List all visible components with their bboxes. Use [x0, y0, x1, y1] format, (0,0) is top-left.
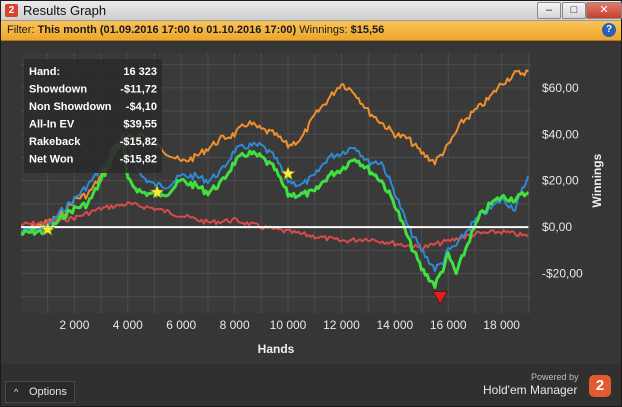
brand-block: Powered by Hold'em Manager 2	[483, 371, 613, 401]
results-chart: 2 000 4 000 6 000 8 000 10 000 12 000 14 000 16…	[1, 41, 621, 364]
maximize-button[interactable]: □	[562, 2, 586, 19]
x-tick-label: 16 000	[430, 318, 467, 332]
title-bar: 2 Results Graph – □ ✕	[1, 1, 622, 21]
stats-label: Showdown	[29, 84, 87, 96]
help-icon[interactable]: ?	[602, 23, 616, 37]
x-tick-label: 8 000	[220, 318, 250, 332]
filter-bar[interactable]: Filter: This month (01.09.2016 17:00 to …	[1, 21, 621, 41]
y-tick-label: $40,00	[542, 127, 579, 141]
star-marker	[149, 184, 165, 199]
filter-range: This month (01.09.2016 17:00 to 01.10.20…	[37, 24, 297, 36]
x-tick-label: 6 000	[166, 318, 196, 332]
y-tick-label: $20,00	[542, 174, 579, 188]
stats-value: 16 323	[123, 66, 157, 78]
x-tick-label: 2 000	[59, 318, 89, 332]
y-tick-label: -$20,00	[542, 267, 583, 281]
stats-label: All-In EV	[29, 119, 75, 131]
x-tick-label: 12 000	[323, 318, 360, 332]
stats-panel	[24, 59, 162, 173]
chevron-up-icon: ^	[14, 387, 19, 397]
x-tick-label: 10 000	[270, 318, 307, 332]
window-title: Results Graph	[23, 3, 107, 18]
stats-value: -$4,10	[126, 101, 157, 113]
options-label: Options	[29, 386, 67, 398]
star-marker	[280, 165, 296, 181]
winnings-label: Winnings:	[299, 24, 348, 36]
stats-label: Net Won	[29, 154, 74, 166]
y-tick-label: $60,00	[542, 81, 579, 95]
stats-value: $39,55	[123, 119, 157, 131]
stats-value: -$15,82	[120, 136, 157, 148]
legend-label: Rakeback	[221, 363, 275, 364]
series-line-non-showdown	[20, 201, 529, 252]
star-marker	[40, 221, 56, 236]
x-tick-label: 14 000	[376, 318, 413, 332]
x-axis-label: Hands	[258, 342, 295, 356]
stats-value: -$15,82	[120, 154, 157, 166]
x-tick-label: 4 000	[113, 318, 143, 332]
app-icon: 2	[5, 4, 18, 17]
legend-label: Non Showdown	[286, 363, 370, 364]
options-button[interactable]: ^ Options	[5, 381, 75, 403]
triangle-marker	[432, 291, 448, 305]
close-button[interactable]: ✕	[586, 2, 622, 19]
stats-label: Hand:	[29, 66, 60, 78]
y-tick-label: $0,00	[542, 220, 572, 234]
brand-name: Hold'em Manager	[483, 383, 578, 397]
stats-label: Non Showdown	[29, 101, 112, 113]
powered-by-text: Powered by	[531, 372, 579, 382]
filter-prefix: Filter:	[7, 24, 35, 36]
y-axis-label: Winnings	[590, 153, 604, 207]
legend-label: Net Won	[149, 363, 195, 364]
brand-logo-icon: 2	[589, 375, 611, 397]
footer-area	[1, 364, 621, 406]
stats-label: Rakeback	[29, 136, 81, 148]
stats-value: -$11,72	[120, 84, 157, 96]
minimize-button[interactable]: –	[537, 2, 561, 19]
legend-label: Showdown	[389, 363, 448, 364]
x-tick-label: 18 000	[483, 318, 520, 332]
winnings-value: $15,56	[350, 24, 385, 36]
